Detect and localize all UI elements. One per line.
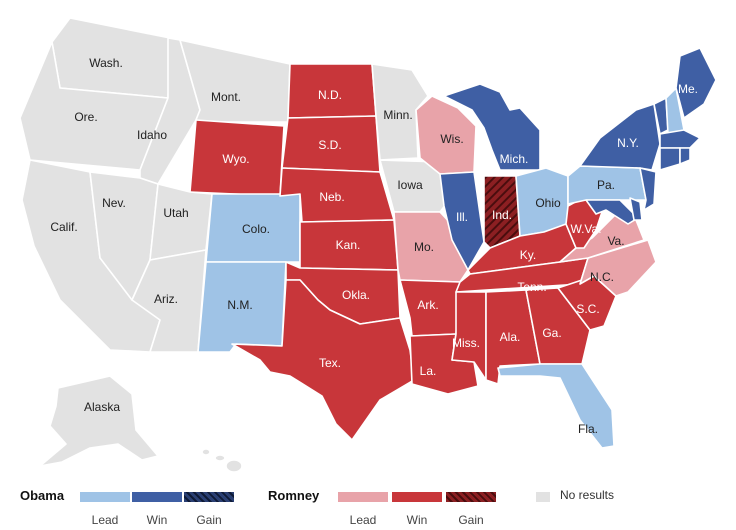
state-mn[interactable] <box>371 63 429 161</box>
state-ut[interactable] <box>149 183 213 261</box>
state-tx[interactable] <box>231 279 415 441</box>
state-label-wi: Wis. <box>440 132 463 146</box>
state-md[interactable] <box>585 199 639 225</box>
state-de[interactable] <box>629 197 643 221</box>
state-label-id: Idaho <box>137 128 167 142</box>
state-label-va: Va. <box>607 234 624 248</box>
legend-obama-lead-swatch <box>80 492 130 502</box>
state-label-ga: Ga. <box>542 326 561 340</box>
state-label-wy: Wyo. <box>222 152 249 166</box>
legend-obama-title: Obama <box>20 488 65 503</box>
state-label-al: Ala. <box>500 330 521 344</box>
state-label-in: Ind. <box>492 208 512 222</box>
state-label-ky: Ky. <box>520 248 536 262</box>
legend: Obama Lead Win Gain Romney Lead Win Gain… <box>0 478 736 530</box>
legend-romney-win-label: Win <box>406 513 428 527</box>
state-label-ne: Neb. <box>319 190 344 204</box>
state-fl[interactable] <box>497 363 615 449</box>
legend-romney-title: Romney <box>268 488 320 503</box>
state-ak[interactable] <box>39 375 159 467</box>
state-label-sc: S.C. <box>576 302 599 316</box>
legend-romney-lead-swatch <box>338 492 388 502</box>
state-label-or: Ore. <box>74 110 97 124</box>
state-label-ia: Iowa <box>397 178 423 192</box>
state-label-mo: Mo. <box>414 240 434 254</box>
us-election-map: Wash. Ore. Calif. Idaho Nev. Mont. Wyo. Utah Ari… <box>19 17 717 473</box>
state-label-tx: Tex. <box>319 356 341 370</box>
legend-obama-gain-swatch <box>184 492 234 502</box>
state-label-wa: Wash. <box>89 56 123 70</box>
state-label-ok: Okla. <box>342 288 370 302</box>
state-label-ca: Calif. <box>50 220 77 234</box>
state-label-mn: Minn. <box>383 108 412 122</box>
legend-romney-win-swatch <box>392 492 442 502</box>
legend-romney-lead-label: Lead <box>349 513 377 527</box>
state-label-sd: S.D. <box>318 138 341 152</box>
state-label-nc: N.C. <box>590 270 614 284</box>
legend-obama-gain-label: Gain <box>196 513 222 527</box>
state-label-az: Ariz. <box>154 292 178 306</box>
state-label-pa: Pa. <box>597 178 615 192</box>
state-label-ms: Miss. <box>452 336 480 350</box>
legend-romney-gain-swatch <box>446 492 496 502</box>
state-label-fl: Fla. <box>578 422 598 436</box>
state-label-ny: N.Y. <box>617 136 639 150</box>
state-me[interactable] <box>675 47 717 119</box>
legend-obama-lead-label: Lead <box>91 513 119 527</box>
state-ct[interactable] <box>659 147 681 171</box>
state-label-wv: W.Va. <box>570 222 601 236</box>
state-label-mt: Mont. <box>211 90 241 104</box>
state-label-tn: Tenn. <box>517 280 546 294</box>
state-label-ks: Kan. <box>336 238 361 252</box>
legend-obama-win-label: Win <box>146 513 168 527</box>
state-hi[interactable] <box>201 448 243 473</box>
state-ga[interactable] <box>525 287 591 365</box>
state-label-nm: N.M. <box>227 298 252 312</box>
legend-no-results-swatch <box>536 492 550 502</box>
state-label-oh: Ohio <box>535 196 561 210</box>
state-az[interactable] <box>131 249 207 353</box>
state-label-ak: Alaska <box>84 400 120 414</box>
state-label-mi: Mich. <box>500 152 529 166</box>
state-label-ut: Utah <box>163 206 188 220</box>
legend-no-results-label: No results <box>560 488 615 502</box>
state-mi[interactable] <box>443 83 541 171</box>
state-wi[interactable] <box>415 95 477 175</box>
state-label-il: Ill. <box>456 210 468 224</box>
state-nj[interactable] <box>639 167 657 211</box>
state-label-ar: Ark. <box>417 298 438 312</box>
state-label-nd: N.D. <box>318 88 342 102</box>
state-label-me: Me. <box>678 82 698 96</box>
legend-obama-win-swatch <box>132 492 182 502</box>
state-label-nv: Nev. <box>102 196 126 210</box>
state-ri[interactable] <box>679 147 691 165</box>
legend-romney-gain-label: Gain <box>458 513 484 527</box>
state-ma[interactable] <box>659 129 701 149</box>
state-label-la: La. <box>420 364 437 378</box>
state-label-co: Colo. <box>242 222 270 236</box>
